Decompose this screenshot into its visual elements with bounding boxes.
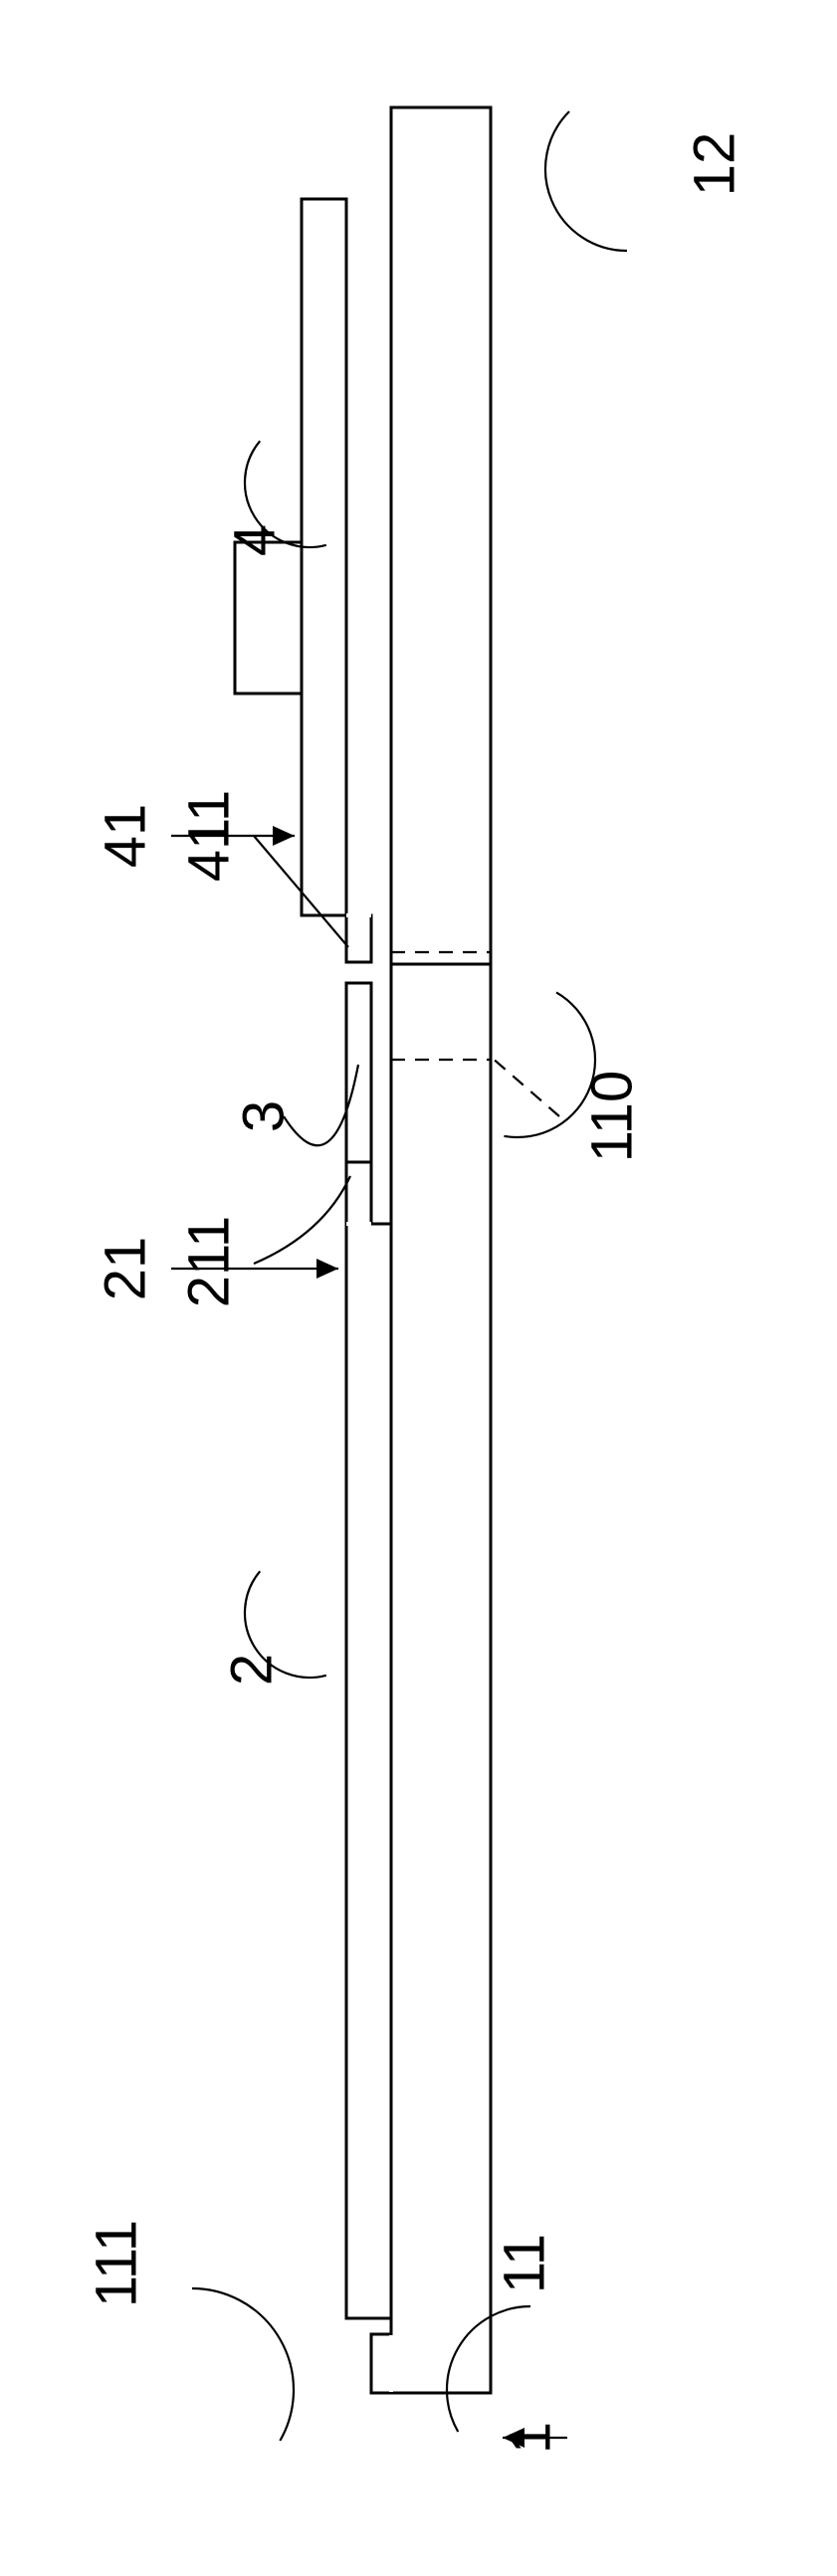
ref-label-ref_110: 110 <box>579 1071 646 1162</box>
ref-label-ref_111: 111 <box>84 2220 150 2307</box>
ref-label-ref_11: 11 <box>492 2234 558 2293</box>
ref-label-ref_12: 12 <box>682 132 748 197</box>
ref-label-ref_41: 41 <box>93 804 159 869</box>
ref-label-ref_4: 4 <box>222 524 289 556</box>
ref-label-ref_211: 211 <box>176 1216 243 1307</box>
ref-label-ref_1: 1 <box>498 2422 564 2454</box>
ref-label-ref_2: 2 <box>219 1654 286 1685</box>
ref-label-ref_411: 411 <box>176 790 243 882</box>
ref-label-ref_21: 21 <box>93 1237 159 1301</box>
ref-label-ref_3: 3 <box>231 1100 298 1132</box>
